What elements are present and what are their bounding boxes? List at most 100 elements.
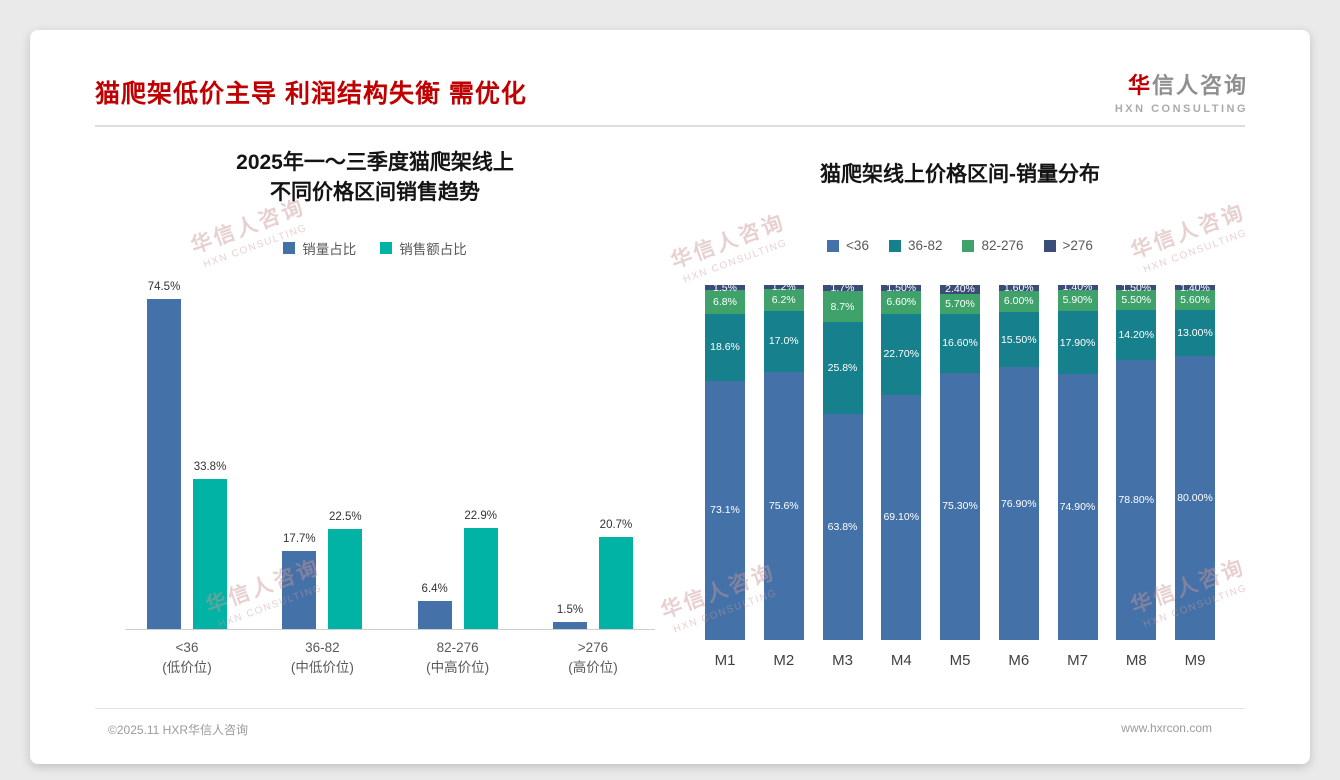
grouped-chart-title-line1: 2025年一～三季度猫爬架线上 — [236, 151, 514, 174]
category-label-line2: (高价位) — [568, 660, 618, 676]
grouped-chart-plot-area: 74.5% 33.8% <36 (低价位) 17.7% 22.5% 36-82 (中低价位) 6… — [125, 276, 655, 675]
bar-group: 1.5% 20.7% >276 (高价位) — [552, 276, 633, 675]
segment-label: 5.90% — [1062, 294, 1093, 307]
segment-label: 1.40% — [1062, 281, 1093, 294]
month-label: M3 — [832, 652, 853, 669]
category-label-line2: (中低价位) — [290, 660, 354, 676]
brand-logo-cn-rest: 信人咨询 — [1151, 73, 1248, 98]
legend-item: 36-82 — [888, 238, 943, 253]
legend-item: >276 — [1043, 238, 1093, 253]
segment-<36: 74.90% — [1057, 374, 1098, 640]
stacked-bar: 80.00% 13.00% 5.60% 1.40% M9 — [1175, 282, 1215, 669]
stacked-chart-title: 猫爬架线上价格区间-销量分布 — [820, 163, 1100, 186]
segment-label: 76.90% — [1000, 497, 1037, 510]
stacked-bar: 63.8% 25.8% 8.7% 1.7% M3 — [822, 282, 863, 669]
category-label: 82-276 (中高价位) — [426, 638, 489, 679]
segment-label: 73.1% — [710, 504, 740, 517]
bar-value-label: 17.7% — [283, 532, 316, 545]
category-label: 36-82 (中低价位) — [291, 638, 354, 679]
segment-<36: 76.90% — [998, 367, 1039, 640]
segment-label: 1.50% — [886, 282, 917, 295]
segment->276: 2.40% — [940, 283, 980, 296]
segment-label: 17.0% — [768, 335, 799, 348]
month-label: M9 — [1184, 652, 1206, 669]
bar-value-label: 33.8% — [193, 461, 227, 474]
legend-swatch — [380, 242, 393, 254]
segment->276: 1.7% — [822, 282, 863, 294]
segment-label: 13.00% — [1177, 326, 1213, 339]
segment-label: 25.8% — [827, 361, 858, 374]
segment-<36: 78.80% — [1116, 360, 1157, 640]
stacked-chart-legend: <36 36-82 82-276 >276 — [670, 238, 1250, 253]
legend-swatch — [283, 242, 296, 254]
month-label: M7 — [1067, 652, 1088, 669]
segment->276: 1.40% — [1175, 282, 1215, 294]
segment-label: 69.10% — [883, 511, 920, 524]
segment-label: 1.60% — [1003, 281, 1034, 294]
segment-36-82: 16.60% — [940, 313, 980, 373]
category-label-line1: <36 — [175, 640, 199, 655]
segment->276: 1.50% — [1116, 282, 1157, 294]
segment-label: 78.80% — [1118, 494, 1155, 507]
bar-销量占比: 74.5% — [147, 281, 181, 629]
footer-divider — [95, 708, 1245, 709]
segment-label: 18.6% — [710, 341, 740, 354]
category-label-line2: (低价位) — [162, 660, 212, 676]
brand-logo: 华信人咨询 HXN CONSULTING — [1115, 68, 1248, 115]
footer-website: www.hxrcon.com — [1121, 721, 1212, 735]
segment-82-276: 5.60% — [1175, 289, 1215, 310]
month-label: M5 — [949, 652, 971, 669]
bar-group: 74.5% 33.8% <36 (低价位) — [147, 276, 227, 675]
legend-swatch — [827, 239, 840, 252]
bar-销售额占比: 33.8% — [193, 461, 227, 629]
month-label: M6 — [1008, 652, 1030, 669]
segment-label: 6.00% — [1003, 295, 1034, 308]
slide-card: 猫爬架低价主导 利润结构失衡 需优化 华信人咨询 HXN CONSULTING … — [30, 30, 1310, 764]
bar-value-label: 22.9% — [464, 509, 497, 522]
watermark-cn: 华信人咨询 — [1127, 200, 1249, 264]
segment-82-276: 6.2% — [763, 289, 804, 312]
bar-value-label: 22.5% — [329, 511, 362, 524]
legend-swatch — [888, 239, 901, 252]
category-label: <36 (低价位) — [162, 638, 212, 679]
segment->276: 1.5% — [705, 282, 745, 294]
bar-value-label: 74.5% — [147, 281, 181, 294]
segment->276: 1.40% — [1057, 281, 1098, 293]
stacked-bar: 75.6% 17.0% 6.2% 1.2% M2 — [763, 281, 804, 669]
stacked-bar: 73.1% 18.6% 6.8% 1.5% M1 — [705, 282, 745, 669]
legend-item: 销售额占比 — [380, 238, 467, 258]
segment-label: 16.60% — [942, 337, 978, 350]
legend-item: 82-276 — [962, 238, 1024, 253]
segment-label: 5.50% — [1121, 294, 1152, 307]
segment-82-276: 6.00% — [998, 290, 1039, 312]
stacked-bar: 75.30% 16.60% 5.70% 2.40% M5 — [940, 283, 980, 669]
segment->276: 1.50% — [881, 282, 922, 294]
stacked-bar: 69.10% 22.70% 6.60% 1.50% M4 — [881, 282, 922, 669]
segment-<36: 69.10% — [881, 394, 922, 640]
segment-label: 1.5% — [713, 281, 737, 294]
bar-销量占比: 17.7% — [282, 533, 317, 629]
legend-swatch — [962, 239, 975, 252]
segment-<36: 80.00% — [1175, 356, 1215, 640]
footer-copyright: ©2025.11 HXR华信人咨询 — [108, 723, 248, 737]
bar-销量占比: 1.5% — [552, 604, 587, 629]
category-label: >276 (高价位) — [568, 638, 618, 679]
segment-label: 2.40% — [945, 283, 975, 296]
segment-36-82: 25.8% — [822, 321, 863, 414]
segment-36-82: 17.90% — [1057, 310, 1098, 375]
segment-<36: 73.1% — [705, 380, 745, 640]
page-title: 猫爬架低价主导 利润结构失衡 需优化 — [95, 80, 527, 108]
month-label: M1 — [714, 652, 736, 669]
legend-label: >276 — [1062, 238, 1093, 253]
stacked-bar: 76.90% 15.50% 6.00% 1.60% M6 — [998, 281, 1039, 669]
category-label-line1: 82-276 — [436, 640, 479, 655]
segment-label: 6.2% — [771, 294, 796, 307]
segment-label: 1.2% — [771, 281, 796, 294]
month-label: M4 — [890, 652, 912, 669]
segment-82-276: 5.90% — [1057, 289, 1098, 311]
segment-label: 75.6% — [768, 499, 799, 512]
segment-<36: 75.30% — [940, 372, 980, 640]
segment-36-82: 18.6% — [705, 314, 745, 381]
category-label-line1: >276 — [577, 640, 609, 655]
legend-label: 36-82 — [907, 238, 943, 253]
